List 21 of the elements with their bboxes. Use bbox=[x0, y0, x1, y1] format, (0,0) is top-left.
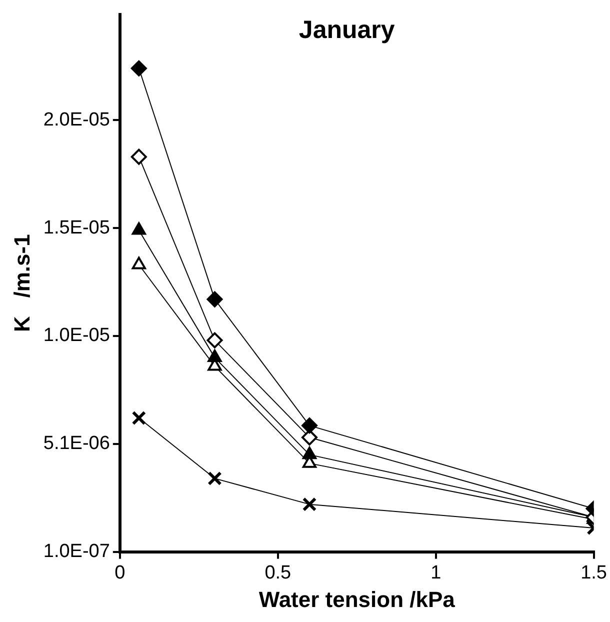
x-axis-title: Water tension /kPa bbox=[258, 586, 456, 612]
point bbox=[208, 471, 222, 486]
y-axis-title: K /m.s-1 bbox=[9, 234, 34, 332]
y-tick-label: 2.0E-05 bbox=[43, 109, 110, 130]
y-tick-label: 1.0E-07 bbox=[43, 541, 110, 562]
y-tick-label: 5.1E-06 bbox=[43, 433, 110, 454]
point bbox=[132, 410, 146, 426]
x-tick-label: 0.5 bbox=[264, 562, 292, 584]
x-tick-label: 0 bbox=[114, 562, 126, 584]
y-tick-label: 1.5E-05 bbox=[43, 217, 110, 238]
y-tick-label: 1.0E-05 bbox=[43, 325, 110, 346]
point bbox=[208, 350, 222, 362]
point bbox=[130, 148, 147, 165]
point bbox=[130, 60, 147, 76]
point bbox=[301, 418, 318, 434]
x-tick-label: 1.5 bbox=[580, 562, 608, 584]
point bbox=[302, 497, 317, 512]
point bbox=[206, 291, 223, 308]
point bbox=[206, 332, 223, 348]
chart-title: January bbox=[298, 16, 395, 44]
x-tick-label: 1 bbox=[430, 562, 442, 584]
